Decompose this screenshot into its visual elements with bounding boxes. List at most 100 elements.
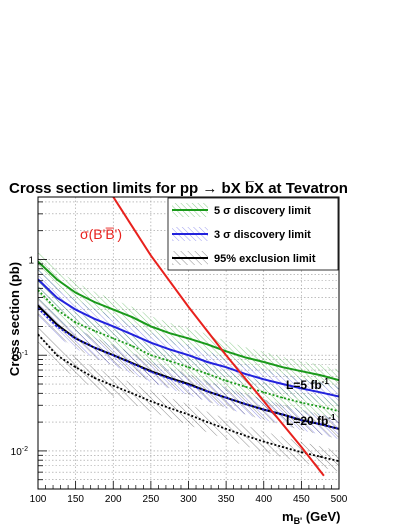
legend-label-5sigma: 5 σ discovery limit	[214, 205, 311, 217]
l5-superscript: -1	[322, 377, 330, 386]
series-point-3	[244, 385, 246, 388]
x-tick-label: 450	[293, 494, 310, 505]
x-tick-label: 300	[180, 494, 197, 505]
series-band-0	[38, 251, 339, 391]
theory-curve	[112, 197, 325, 477]
series-point-1	[56, 296, 58, 299]
series-point-5	[262, 440, 265, 443]
series-point-5	[74, 366, 77, 368]
series-point-3	[131, 345, 133, 347]
series-point-4	[300, 419, 303, 421]
x-tick-label: 400	[255, 494, 272, 505]
series-point-3	[150, 354, 152, 357]
series-point-0	[74, 291, 77, 294]
chart-title: Cross section limits for pp → bX b̅X at …	[9, 180, 348, 197]
series-point-4	[244, 403, 246, 405]
legend-label-exclusion: 95% exclusion limit	[214, 253, 316, 265]
l20-superscript: -1	[328, 413, 336, 422]
series-point-4	[262, 408, 265, 411]
y-tick-base: 10	[11, 447, 23, 458]
y-tick-base: 10	[11, 351, 23, 362]
series-point-4	[168, 377, 171, 380]
series-point-5	[319, 455, 321, 458]
series-point-0	[112, 308, 115, 311]
series-point-0	[150, 325, 152, 328]
series-point-0	[244, 356, 246, 359]
series-band-1	[38, 269, 339, 407]
series-point-0	[187, 337, 190, 340]
x-tick-label: 150	[67, 494, 84, 505]
series-point-4	[74, 337, 77, 340]
series-point-4	[150, 371, 152, 373]
x-tick-label: 350	[218, 494, 235, 505]
series-point-4	[281, 413, 284, 416]
series-point-5	[206, 421, 209, 423]
series-point-0	[56, 278, 58, 281]
series-point-4	[206, 390, 209, 393]
series-point-0	[168, 332, 171, 334]
sigma-annotation: σ(B'B̅')	[80, 226, 122, 242]
series-point-0	[93, 301, 96, 303]
uncertainty-bands	[38, 251, 339, 472]
series-point-1	[225, 366, 227, 368]
series-point-5	[168, 407, 171, 409]
series-point-3	[225, 380, 227, 382]
y-tick-label: 1	[28, 256, 34, 267]
series-point-3	[206, 372, 209, 375]
theory-line	[112, 197, 325, 477]
series-point-1	[262, 378, 265, 381]
series-point-3	[93, 329, 96, 332]
series-point-1	[93, 318, 96, 320]
series-point-1	[131, 333, 133, 336]
series-point-0	[300, 370, 303, 373]
x-axis-title-m: m	[282, 509, 294, 524]
series-point-4	[93, 346, 96, 349]
y-axis-title: Cross section (pb)	[7, 262, 22, 376]
series-point-5	[244, 434, 246, 437]
series-point-4	[131, 362, 133, 365]
x-axis-title: mB' (GeV)	[282, 509, 341, 526]
series-point-3	[262, 391, 265, 394]
series-point-1	[300, 387, 303, 390]
x-tick-label: 500	[331, 494, 348, 505]
y-tick-exponent: -2	[22, 446, 28, 453]
series-point-1	[244, 372, 246, 375]
x-axis-title-sub: B'	[294, 516, 303, 526]
l5-annotation: L=5 fb-1	[286, 377, 329, 392]
l20-annotation: L=20 fb-1	[286, 413, 336, 428]
series-point-3	[56, 308, 58, 311]
series-point-3	[319, 405, 321, 408]
x-axis-title-unit: (GeV)	[302, 509, 340, 524]
series-point-4	[56, 325, 58, 328]
series-point-1	[112, 325, 115, 328]
series-point-5	[131, 392, 133, 395]
series-point-5	[150, 400, 152, 403]
l5-text: L=5 fb	[286, 378, 322, 392]
l20-text: L=20 fb	[286, 414, 328, 428]
series-point-1	[206, 361, 209, 363]
series-point-5	[281, 446, 284, 448]
series-point-5	[112, 384, 115, 387]
series-point-1	[319, 391, 321, 394]
series-band-5	[38, 324, 339, 472]
series-point-3	[74, 321, 77, 324]
series-point-1	[168, 348, 171, 351]
series-point-3	[112, 337, 115, 340]
series-point-3	[300, 401, 303, 404]
y-tick-exponent: -1	[22, 350, 28, 357]
series-point-4	[112, 354, 115, 357]
series-point-1	[187, 354, 190, 357]
series-point-5	[187, 413, 190, 416]
x-tick-label: 250	[143, 494, 160, 505]
legend: 5 σ discovery limit 3 σ discovery limit …	[167, 197, 339, 271]
limit-curves	[38, 260, 339, 463]
series-point-5	[93, 377, 96, 379]
series-line-3	[38, 289, 339, 413]
x-tick-label: 100	[30, 494, 47, 505]
series-point-3	[281, 396, 284, 399]
y-tick-label: 10-1	[11, 350, 28, 362]
series-point-4	[225, 396, 227, 399]
series-point-0	[206, 343, 209, 346]
